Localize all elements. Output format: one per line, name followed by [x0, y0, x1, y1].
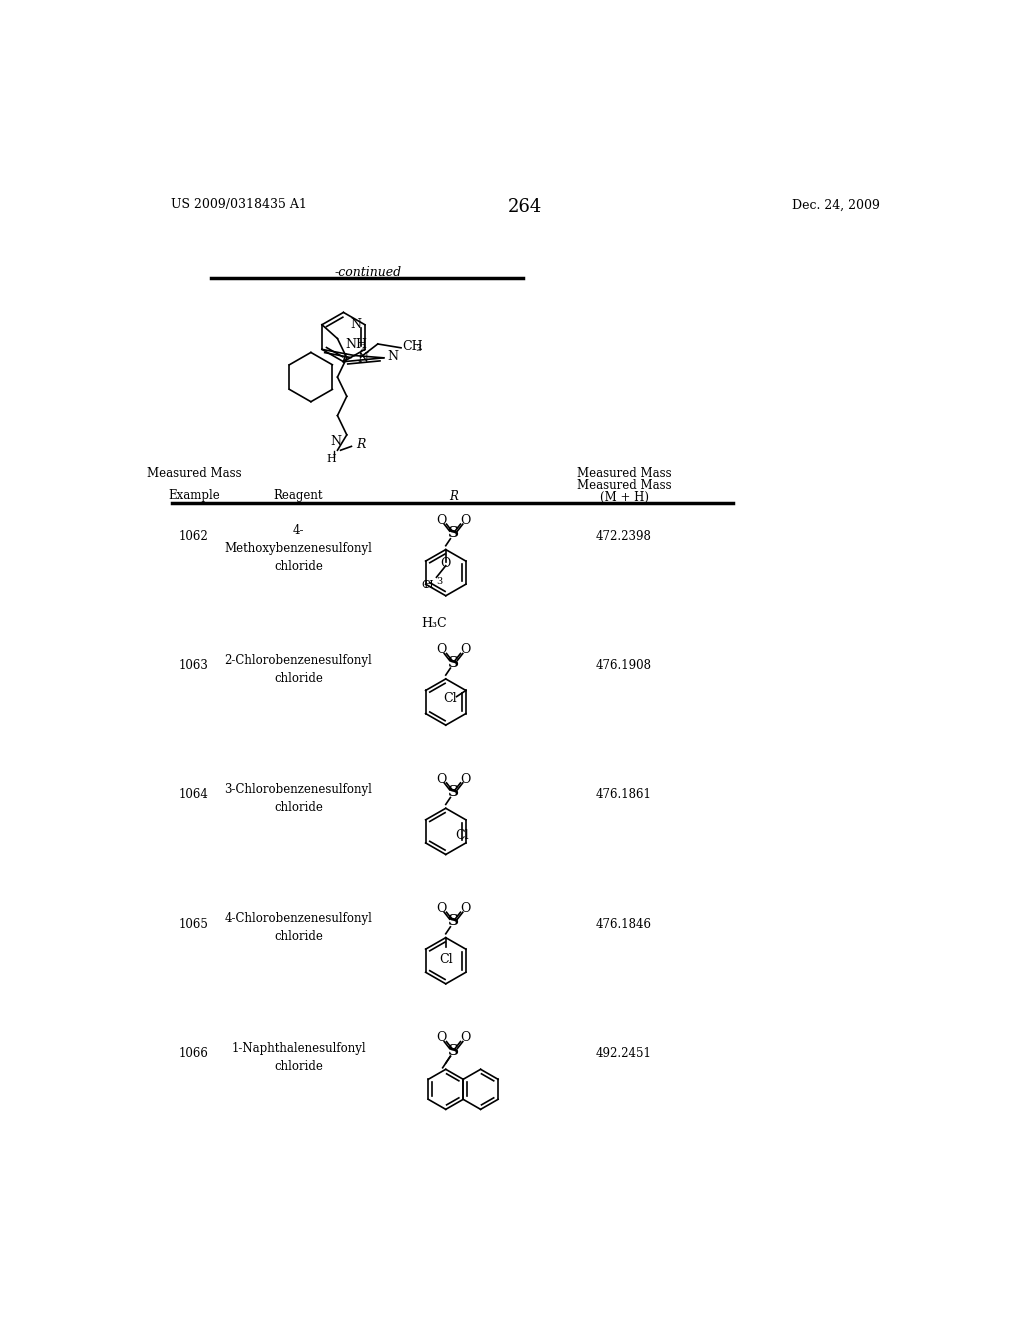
Text: NH: NH [346, 338, 368, 351]
Text: Cl: Cl [443, 692, 457, 705]
Text: O: O [461, 513, 471, 527]
Text: 1062: 1062 [179, 529, 209, 543]
Text: Measured Mass: Measured Mass [577, 467, 672, 480]
Text: 476.1861: 476.1861 [596, 788, 652, 801]
Text: R: R [356, 438, 366, 451]
Text: Measured Mass: Measured Mass [577, 479, 672, 492]
Text: Example: Example [168, 490, 220, 503]
Text: US 2009/0318435 A1: US 2009/0318435 A1 [171, 198, 306, 211]
Text: S: S [449, 1044, 459, 1057]
Text: 3-Chlorobenzenesulfonyl
chloride: 3-Chlorobenzenesulfonyl chloride [224, 783, 373, 814]
Text: S: S [449, 656, 459, 669]
Text: H: H [327, 454, 336, 465]
Text: H: H [424, 581, 433, 590]
Text: 476.1846: 476.1846 [596, 917, 652, 931]
Text: O: O [461, 772, 471, 785]
Text: 4-Chlorobenzenesulfonyl
chloride: 4-Chlorobenzenesulfonyl chloride [224, 912, 373, 944]
Text: 2-Chlorobenzenesulfonyl
chloride: 2-Chlorobenzenesulfonyl chloride [224, 653, 373, 685]
Text: N: N [331, 434, 341, 447]
Text: S: S [449, 527, 459, 540]
Text: O: O [436, 1031, 446, 1044]
Text: O: O [461, 1031, 471, 1044]
Text: S: S [449, 915, 459, 928]
Text: N: N [357, 352, 369, 366]
Text: 1065: 1065 [179, 917, 209, 931]
Text: Measured Mass: Measured Mass [146, 467, 242, 480]
Text: O: O [436, 513, 446, 527]
Text: 1064: 1064 [179, 788, 209, 801]
Text: Cl: Cl [456, 829, 469, 842]
Text: O: O [436, 772, 446, 785]
Text: N: N [387, 350, 398, 363]
Text: -continued: -continued [335, 267, 401, 280]
Text: 476.1908: 476.1908 [596, 659, 652, 672]
Text: O: O [436, 902, 446, 915]
Text: H₃C: H₃C [421, 618, 446, 631]
Text: 4-
Methoxybenzenesulfonyl
chloride: 4- Methoxybenzenesulfonyl chloride [224, 524, 373, 573]
Text: N: N [351, 318, 361, 331]
Text: (M + H): (M + H) [599, 491, 648, 504]
Text: Reagent: Reagent [273, 490, 324, 503]
Text: CH: CH [402, 339, 423, 352]
Text: 3: 3 [415, 345, 421, 352]
Text: 264: 264 [508, 198, 542, 216]
Text: O: O [461, 902, 471, 915]
Text: 3: 3 [436, 577, 442, 586]
Text: 2: 2 [359, 345, 366, 354]
Text: Cl: Cl [439, 953, 453, 966]
Text: C: C [421, 581, 430, 590]
Text: Dec. 24, 2009: Dec. 24, 2009 [792, 198, 880, 211]
Text: R: R [450, 490, 458, 503]
Text: O: O [461, 643, 471, 656]
Text: 1063: 1063 [179, 659, 209, 672]
Text: 1-Naphthalenesulfonyl
chloride: 1-Naphthalenesulfonyl chloride [231, 1041, 366, 1073]
Text: 492.2451: 492.2451 [596, 1047, 652, 1060]
Text: S: S [449, 785, 459, 799]
Text: 1066: 1066 [179, 1047, 209, 1060]
Text: O: O [436, 643, 446, 656]
Text: 472.2398: 472.2398 [596, 529, 652, 543]
Text: O: O [440, 557, 451, 570]
